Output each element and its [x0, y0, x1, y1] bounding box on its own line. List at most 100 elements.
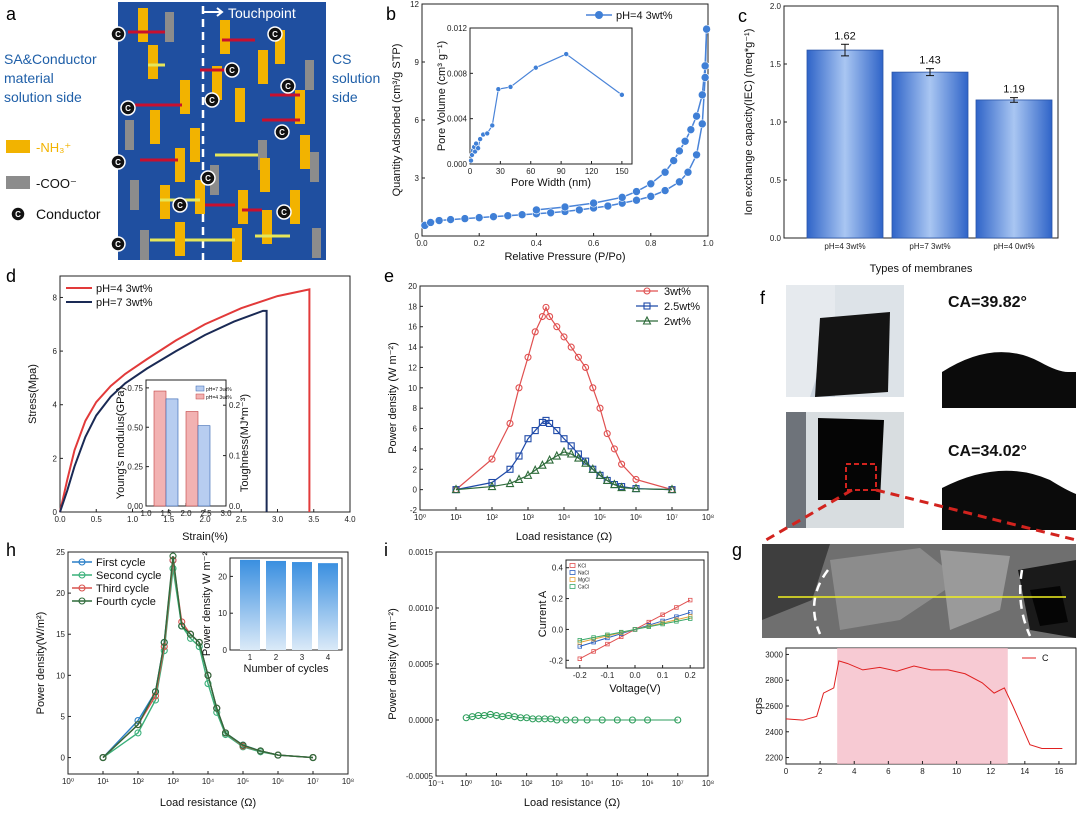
conductor-icon — [120, 100, 136, 116]
category-label: pH=4 0wt% — [993, 242, 1034, 251]
power-point — [582, 363, 590, 372]
coo-group — [258, 140, 267, 170]
cycle-point — [213, 704, 221, 712]
power-point — [546, 312, 554, 321]
coo-group — [312, 228, 321, 258]
adsorption-point — [546, 208, 556, 218]
conductor-icon-letter: C — [229, 66, 235, 75]
legend-marker-h — [78, 558, 86, 566]
power-point — [596, 404, 604, 412]
legend-marker-e — [642, 315, 652, 325]
y-axis-i-tick-label: 0.0010 — [409, 604, 434, 613]
legend-marker-h — [78, 584, 86, 592]
y-axis-i-tick-label: -0.0005 — [406, 772, 434, 781]
iv-point — [674, 605, 679, 610]
iv-point — [591, 635, 596, 640]
panel-g: g — [732, 540, 1076, 638]
power-point — [542, 303, 550, 311]
iv-power-point — [598, 716, 606, 724]
x-axis-h-tick-label: 10⁶ — [272, 777, 284, 786]
nh3-group — [160, 185, 170, 219]
cycle-point — [99, 754, 107, 762]
conductor-icon — [110, 26, 126, 42]
inset-legend-label-i: CaCl — [578, 585, 589, 591]
y-axis-b-tick-label: 12 — [410, 0, 419, 9]
adsorption-point — [675, 177, 684, 187]
inset-y-label-h: Power density W m⁻² — [201, 552, 213, 657]
nh3-group — [295, 90, 305, 124]
conductor-icon-letter: C — [279, 128, 285, 137]
power-point — [487, 481, 497, 491]
power-point — [523, 470, 533, 479]
x-axis-b-tick-label: 0.2 — [474, 239, 486, 248]
adsorption-point — [700, 73, 710, 82]
arrow-right-icon — [203, 7, 224, 17]
coo-group — [310, 152, 319, 182]
legend-nh3-label: -NH₃⁺ — [36, 140, 71, 155]
power-point — [488, 478, 496, 487]
adsorption-point — [426, 218, 435, 227]
y-axis-e-tick-label: 2 — [413, 465, 418, 474]
legend-label-h: Third cycle — [96, 583, 149, 595]
conductor-icon — [10, 206, 26, 222]
x-label-b: Relative Pressure (P/Po) — [504, 251, 625, 263]
inset-y-label-right-d: Toughness(MJ*m⁻³) — [239, 394, 251, 492]
y-axis-e-tick-label: -2 — [410, 506, 418, 515]
power-point — [589, 384, 597, 392]
category-label: pH=7 3wt% — [909, 242, 950, 251]
nh3-group — [175, 222, 185, 256]
desorption-point — [669, 156, 678, 165]
power-point — [588, 464, 598, 473]
inset-x-axis-b-tick-label: 90 — [557, 167, 566, 176]
inset-y-axis-b-tick-label: 0.004 — [447, 115, 468, 124]
cycle-point — [134, 729, 142, 737]
power-point — [559, 446, 569, 456]
power-point — [553, 427, 561, 435]
y-axis-h-tick-label: 5 — [61, 712, 66, 721]
membrane-black-top — [815, 312, 890, 397]
pore-point — [507, 84, 514, 90]
y-axis-g-tick-label: 2400 — [765, 728, 783, 737]
legend-label-g: C — [1042, 653, 1049, 663]
desorption-point — [532, 205, 541, 215]
conductor-icon-letter: C — [281, 208, 287, 217]
inset-x-axis-i-tick-label: 0.2 — [685, 671, 697, 680]
iv-point — [688, 616, 693, 621]
legend-label-e: 2wt% — [664, 316, 691, 328]
right-label-line3: side — [332, 89, 358, 105]
coo-group — [305, 60, 314, 90]
y-axis-g-tick-label: 2600 — [765, 702, 783, 711]
adsorption-point — [683, 167, 693, 177]
adsorption-point — [446, 215, 455, 224]
inset-x-axis-b-tick-label: 150 — [615, 167, 629, 176]
inset-y-axis-d-tick-label: 0.75 — [127, 384, 143, 393]
inset-y-label-i: Current A — [537, 590, 549, 637]
iv-point — [660, 612, 665, 617]
sem-boundary-left — [812, 569, 829, 635]
iv-point — [577, 656, 582, 661]
legend-marker-e — [643, 287, 651, 295]
nh3-group — [138, 8, 148, 42]
inset-legend-marker-i — [569, 570, 576, 575]
cycle-category-label: 4 — [326, 653, 331, 662]
touchpoint-label: Touchpoint — [228, 5, 296, 21]
pore-point — [489, 122, 496, 129]
membrane-black-bottom — [818, 418, 884, 500]
sem-boundary-right — [1018, 569, 1032, 637]
conductor-icon — [200, 170, 216, 186]
iv-power-point — [613, 716, 621, 724]
inset-y-axis-h-tick-label: 0 — [223, 646, 228, 655]
iv-point — [688, 597, 693, 603]
nh3-group — [235, 88, 245, 122]
x-axis-e-tick-label: 10⁵ — [594, 513, 606, 522]
y-axis-c-tick-label: 0.5 — [770, 176, 782, 185]
inset-y-axis-h-tick-label: 10 — [218, 609, 227, 618]
inset-y-axis-d-tick-label: 0.00 — [127, 502, 143, 511]
zoom-line-left — [765, 488, 853, 542]
y-axis-i-tick-label: 0.0000 — [409, 716, 434, 725]
inset-y-axis-b-tick-label: 0.000 — [447, 160, 468, 169]
x-axis-b-tick-label: 1.0 — [702, 239, 714, 248]
inset-legend-marker-i — [569, 584, 576, 589]
inset-legend-red — [195, 393, 205, 400]
nh3-group — [238, 190, 248, 224]
